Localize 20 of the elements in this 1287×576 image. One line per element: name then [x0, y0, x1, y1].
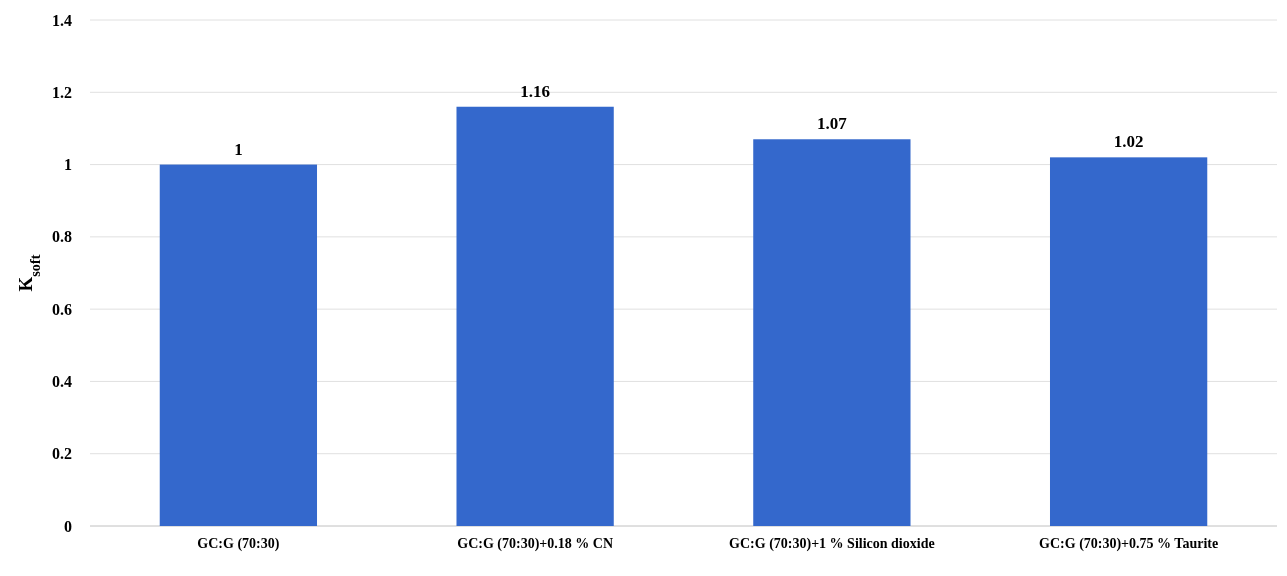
- x-tick-label: GC:G (70:30)+0.18 % CN: [457, 536, 613, 552]
- x-tick-label: GC:G (70:30)+1 % Silicon dioxide: [729, 536, 935, 552]
- y-tick-label: 1: [64, 156, 72, 174]
- bar: [159, 164, 318, 526]
- data-label: 1.02: [1113, 132, 1144, 152]
- y-tick-label: 0.6: [52, 300, 72, 318]
- y-tick-label: 0: [64, 517, 72, 535]
- x-tick-label: GC:G (70:30): [197, 536, 280, 552]
- y-tick-label: 0.2: [52, 445, 72, 463]
- bar: [1049, 157, 1208, 526]
- bar: [753, 139, 911, 526]
- y-tick-label: 0.8: [52, 228, 72, 246]
- y-tick-label: 1.4: [52, 11, 72, 29]
- data-label: 1.07: [817, 114, 848, 134]
- y-tick-label: 1.2: [52, 83, 72, 101]
- y-tick-label: 0.4: [52, 373, 72, 391]
- data-label: 1.16: [520, 81, 550, 101]
- x-tick-label: GC:G (70:30)+0.75 % Taurite: [1039, 536, 1219, 552]
- data-label: 1: [234, 139, 243, 159]
- bar: [456, 106, 614, 526]
